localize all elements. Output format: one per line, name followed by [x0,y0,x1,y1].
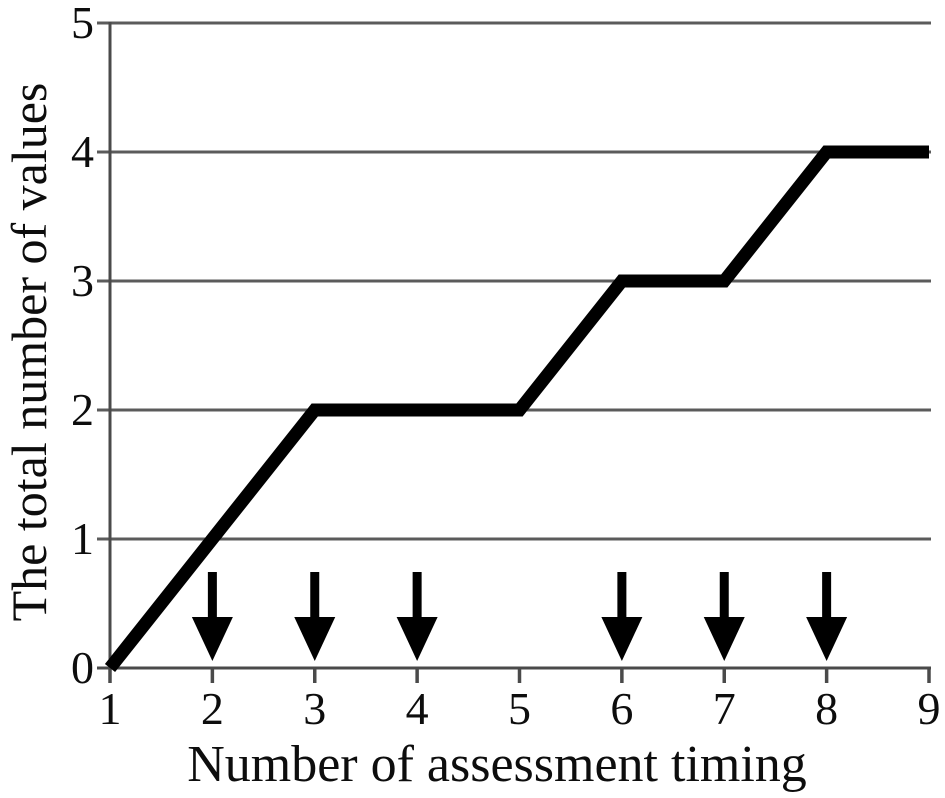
arrow-head [703,617,745,661]
gridlines [97,21,931,670]
down-arrow-icon [806,572,848,661]
x-tick-label: 6 [610,683,633,734]
arrow-stem [822,572,832,622]
y-tick-label: 4 [71,126,94,177]
arrow-head [396,617,438,661]
arrow-head [806,617,848,661]
down-arrow-icon [601,572,643,661]
y-tick-label: 5 [71,0,94,48]
data-series [104,145,929,673]
x-tick-labels: 1 2 3 4 5 6 7 8 9 [99,683,941,734]
arrow-stem [617,572,627,622]
down-arrow-icon [294,572,336,661]
arrow-stem [207,572,217,622]
x-tick-label: 5 [508,683,531,734]
down-arrow-icon [191,572,233,661]
x-tick-label: 9 [918,683,941,734]
series-line [104,145,929,673]
x-tick-label: 4 [406,683,429,734]
x-tick-label: 3 [303,683,326,734]
arrow-head [601,617,643,661]
assessment-arrows [191,572,848,661]
x-axis-title: Number of assessment timing [187,736,807,793]
axes [97,22,931,683]
arrow-stem [719,572,729,622]
y-tick-label: 1 [71,513,94,564]
x-tick-label: 1 [99,683,122,734]
down-arrow-icon [396,572,438,661]
y-axis-title: The total number of values [1,83,57,622]
x-tick-label: 7 [713,683,736,734]
arrow-stem [412,572,422,622]
y-tick-label: 0 [71,642,94,693]
arrow-head [191,617,233,661]
y-tick-labels: 0 1 2 3 4 5 [71,0,94,693]
y-tick-label: 3 [71,255,94,306]
x-tick-label: 8 [815,683,838,734]
arrow-head [294,617,336,661]
y-tick-label: 2 [71,384,94,435]
down-arrow-icon [703,572,745,661]
x-tick-label: 2 [201,683,224,734]
arrow-stem [310,572,320,622]
